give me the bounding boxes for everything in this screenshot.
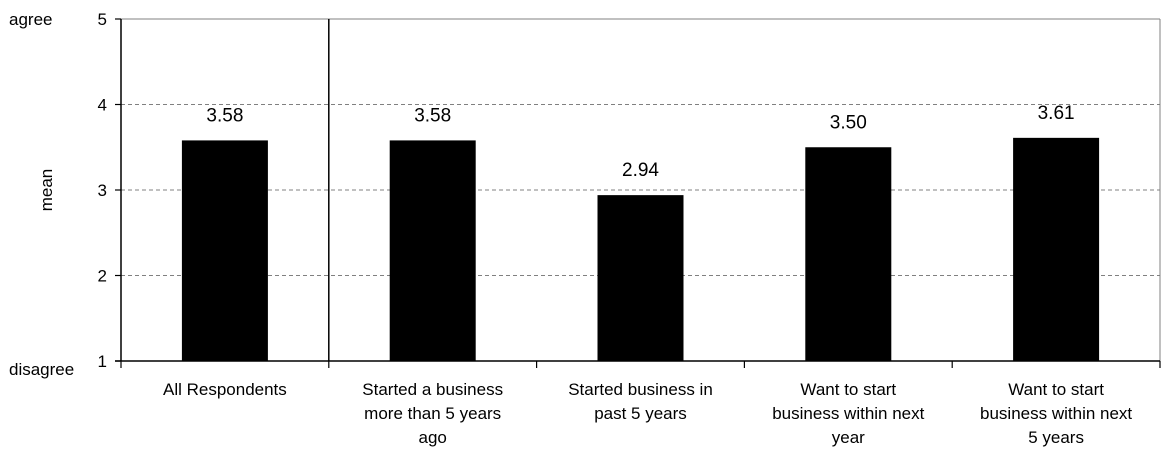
x-category-label-line: Started business in bbox=[568, 380, 713, 399]
y-annotation-disagree: disagree bbox=[9, 360, 74, 379]
x-category-label-line: business within next bbox=[772, 404, 925, 423]
y-tick-labels: 1 2 3 4 5 bbox=[98, 10, 107, 371]
y-axis-label: mean bbox=[37, 169, 56, 212]
data-labels: 3.58 3.58 2.94 3.50 3.61 bbox=[206, 103, 1074, 181]
bar-2 bbox=[597, 195, 684, 361]
x-category-label-line: more than 5 years bbox=[364, 404, 502, 423]
y-tick-label-1: 1 bbox=[98, 352, 107, 371]
data-label-1: 3.58 bbox=[414, 105, 451, 126]
bar-3 bbox=[805, 147, 892, 361]
x-category-label-1: Started a business more than 5 years ago bbox=[330, 378, 535, 450]
y-tick-label-3: 3 bbox=[98, 181, 107, 200]
data-label-0: 3.58 bbox=[206, 105, 243, 126]
x-category-label-0: All Respondents bbox=[122, 378, 327, 402]
x-category-label-line: 5 years bbox=[1028, 428, 1084, 447]
y-annotation-agree: agree bbox=[9, 10, 52, 29]
x-category-label-2: Started business in past 5 years bbox=[538, 378, 743, 426]
x-category-label-line: All Respondents bbox=[162, 380, 287, 399]
x-category-label-line: Started a business bbox=[362, 380, 504, 399]
data-label-4: 3.61 bbox=[1038, 103, 1075, 124]
y-tick-label-4: 4 bbox=[98, 96, 107, 115]
x-category-label-line: business within next bbox=[980, 404, 1133, 423]
x-category-label-line: Want to start bbox=[800, 380, 897, 399]
y-tick-label-5: 5 bbox=[98, 10, 107, 29]
data-label-3: 3.50 bbox=[830, 112, 867, 133]
x-category-label-3: Want to start business within next year bbox=[746, 378, 951, 450]
x-category-label-line: Want to start bbox=[1008, 380, 1104, 399]
bars bbox=[181, 137, 1100, 361]
x-category-label-line: past 5 years bbox=[594, 404, 687, 423]
axes bbox=[115, 18, 1161, 368]
x-category-label-line: year bbox=[831, 428, 865, 447]
bar-0 bbox=[181, 140, 268, 361]
y-tick-label-2: 2 bbox=[98, 267, 107, 286]
x-category-label-line: ago bbox=[418, 428, 447, 447]
bar-4 bbox=[1013, 137, 1100, 361]
data-label-2: 2.94 bbox=[622, 160, 659, 181]
bar-1 bbox=[389, 140, 476, 361]
x-category-label-4: Want to start business within next 5 years bbox=[954, 378, 1159, 450]
